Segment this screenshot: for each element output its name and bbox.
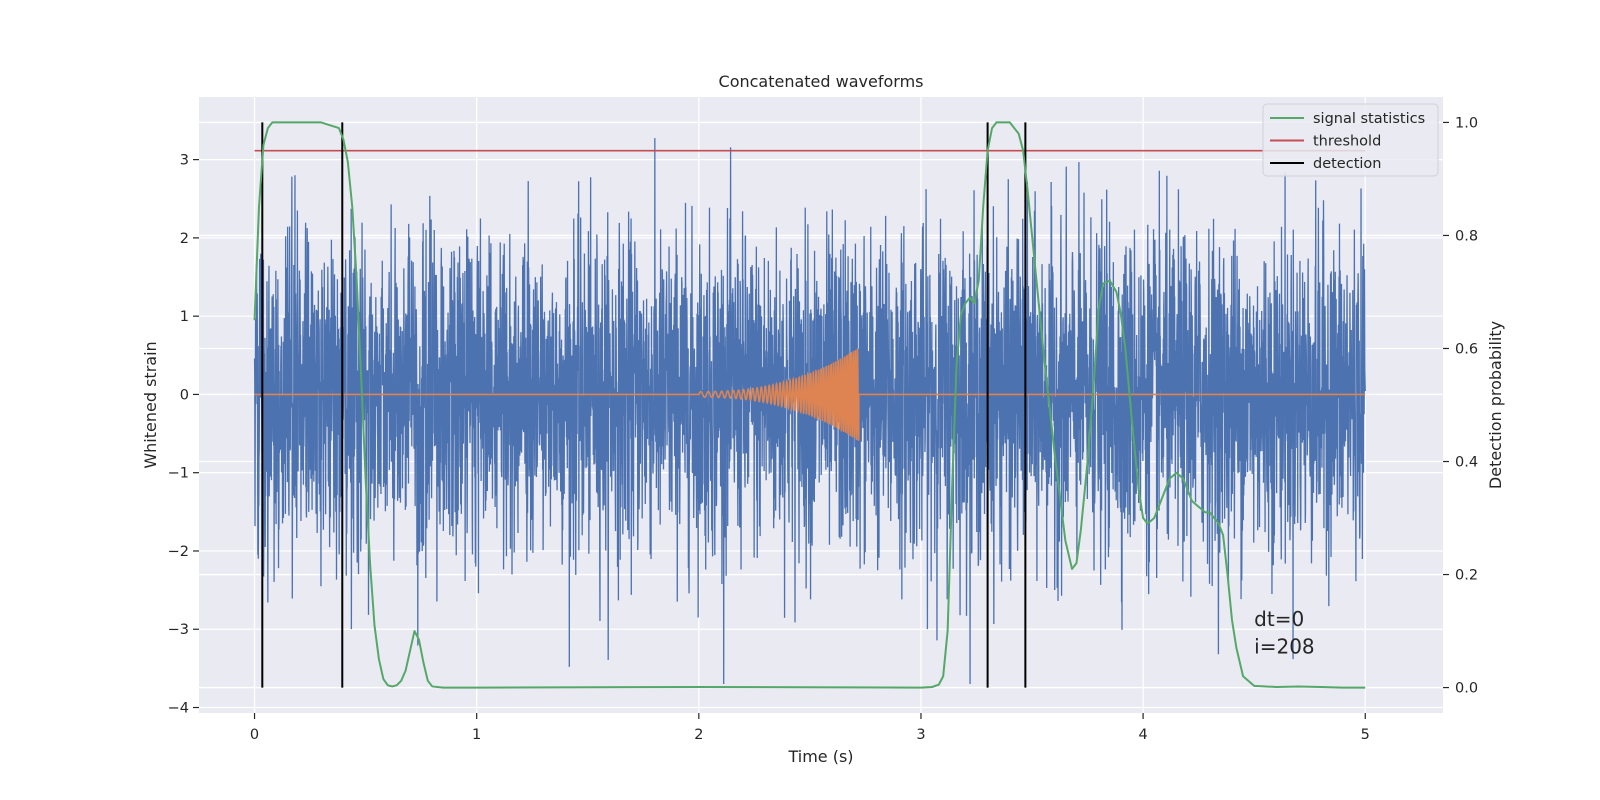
y-right-tick-label: 0.0: [1455, 681, 1478, 697]
y-tick-label: −4: [168, 701, 189, 717]
detection-series: [261, 122, 1027, 688]
signal-statistics-series: [253, 121, 1366, 689]
x-tick-label: 5: [1361, 727, 1370, 743]
noise-line: [253, 138, 1366, 685]
y-tick-label: 3: [180, 153, 189, 169]
y-axis-right-label: Detection probability: [1486, 321, 1505, 489]
x-tick-label: 4: [1138, 727, 1147, 743]
chart-title: Concatenated waveforms: [719, 72, 924, 91]
legend-box: [1262, 103, 1439, 177]
x-axis-label: Time (s): [787, 747, 853, 766]
legend-label-threshold: threshold: [1313, 134, 1381, 150]
y-right-tick-label: 0.6: [1455, 341, 1478, 357]
y-right-tick-label: 0.8: [1455, 228, 1478, 244]
x-tick-label: 2: [694, 727, 703, 743]
annotation-dt: dt=0: [1254, 607, 1304, 631]
y-tick-label: −2: [168, 544, 189, 560]
y-right-tick-label: 0.2: [1455, 568, 1478, 584]
legend-label-detection: detection: [1313, 156, 1381, 172]
y-tick-label: 2: [180, 231, 189, 247]
noise-series: [253, 138, 1366, 685]
legend: signal statistics threshold detection: [1262, 103, 1439, 177]
x-tick-label: 1: [472, 727, 481, 743]
axis-ticks: 0 1 2 3 4 5 −4 −3 −2 −1 0 1 2 3 0.0 0.2 0.4 0.6 0.8 1.0: [168, 115, 1478, 743]
template-line: [254, 348, 1366, 441]
signal-statistics-line: [253, 121, 1366, 689]
template-series: [254, 348, 1366, 441]
y-tick-label: 0: [180, 387, 189, 403]
y-tick-label: 1: [180, 309, 189, 325]
annotation-i: i=208: [1254, 634, 1315, 658]
y-tick-label: −3: [168, 622, 189, 638]
x-tick-label: 0: [250, 727, 259, 743]
legend-label-signal-statistics: signal statistics: [1313, 111, 1425, 127]
y-axis-label: Whitened strain: [141, 341, 160, 468]
x-tick-label: 3: [916, 727, 925, 743]
y-tick-label: −1: [168, 466, 189, 482]
y-right-tick-label: 0.4: [1455, 455, 1478, 471]
annotations: dt=0 i=208: [1254, 607, 1315, 658]
y-right-tick-label: 1.0: [1455, 115, 1478, 131]
